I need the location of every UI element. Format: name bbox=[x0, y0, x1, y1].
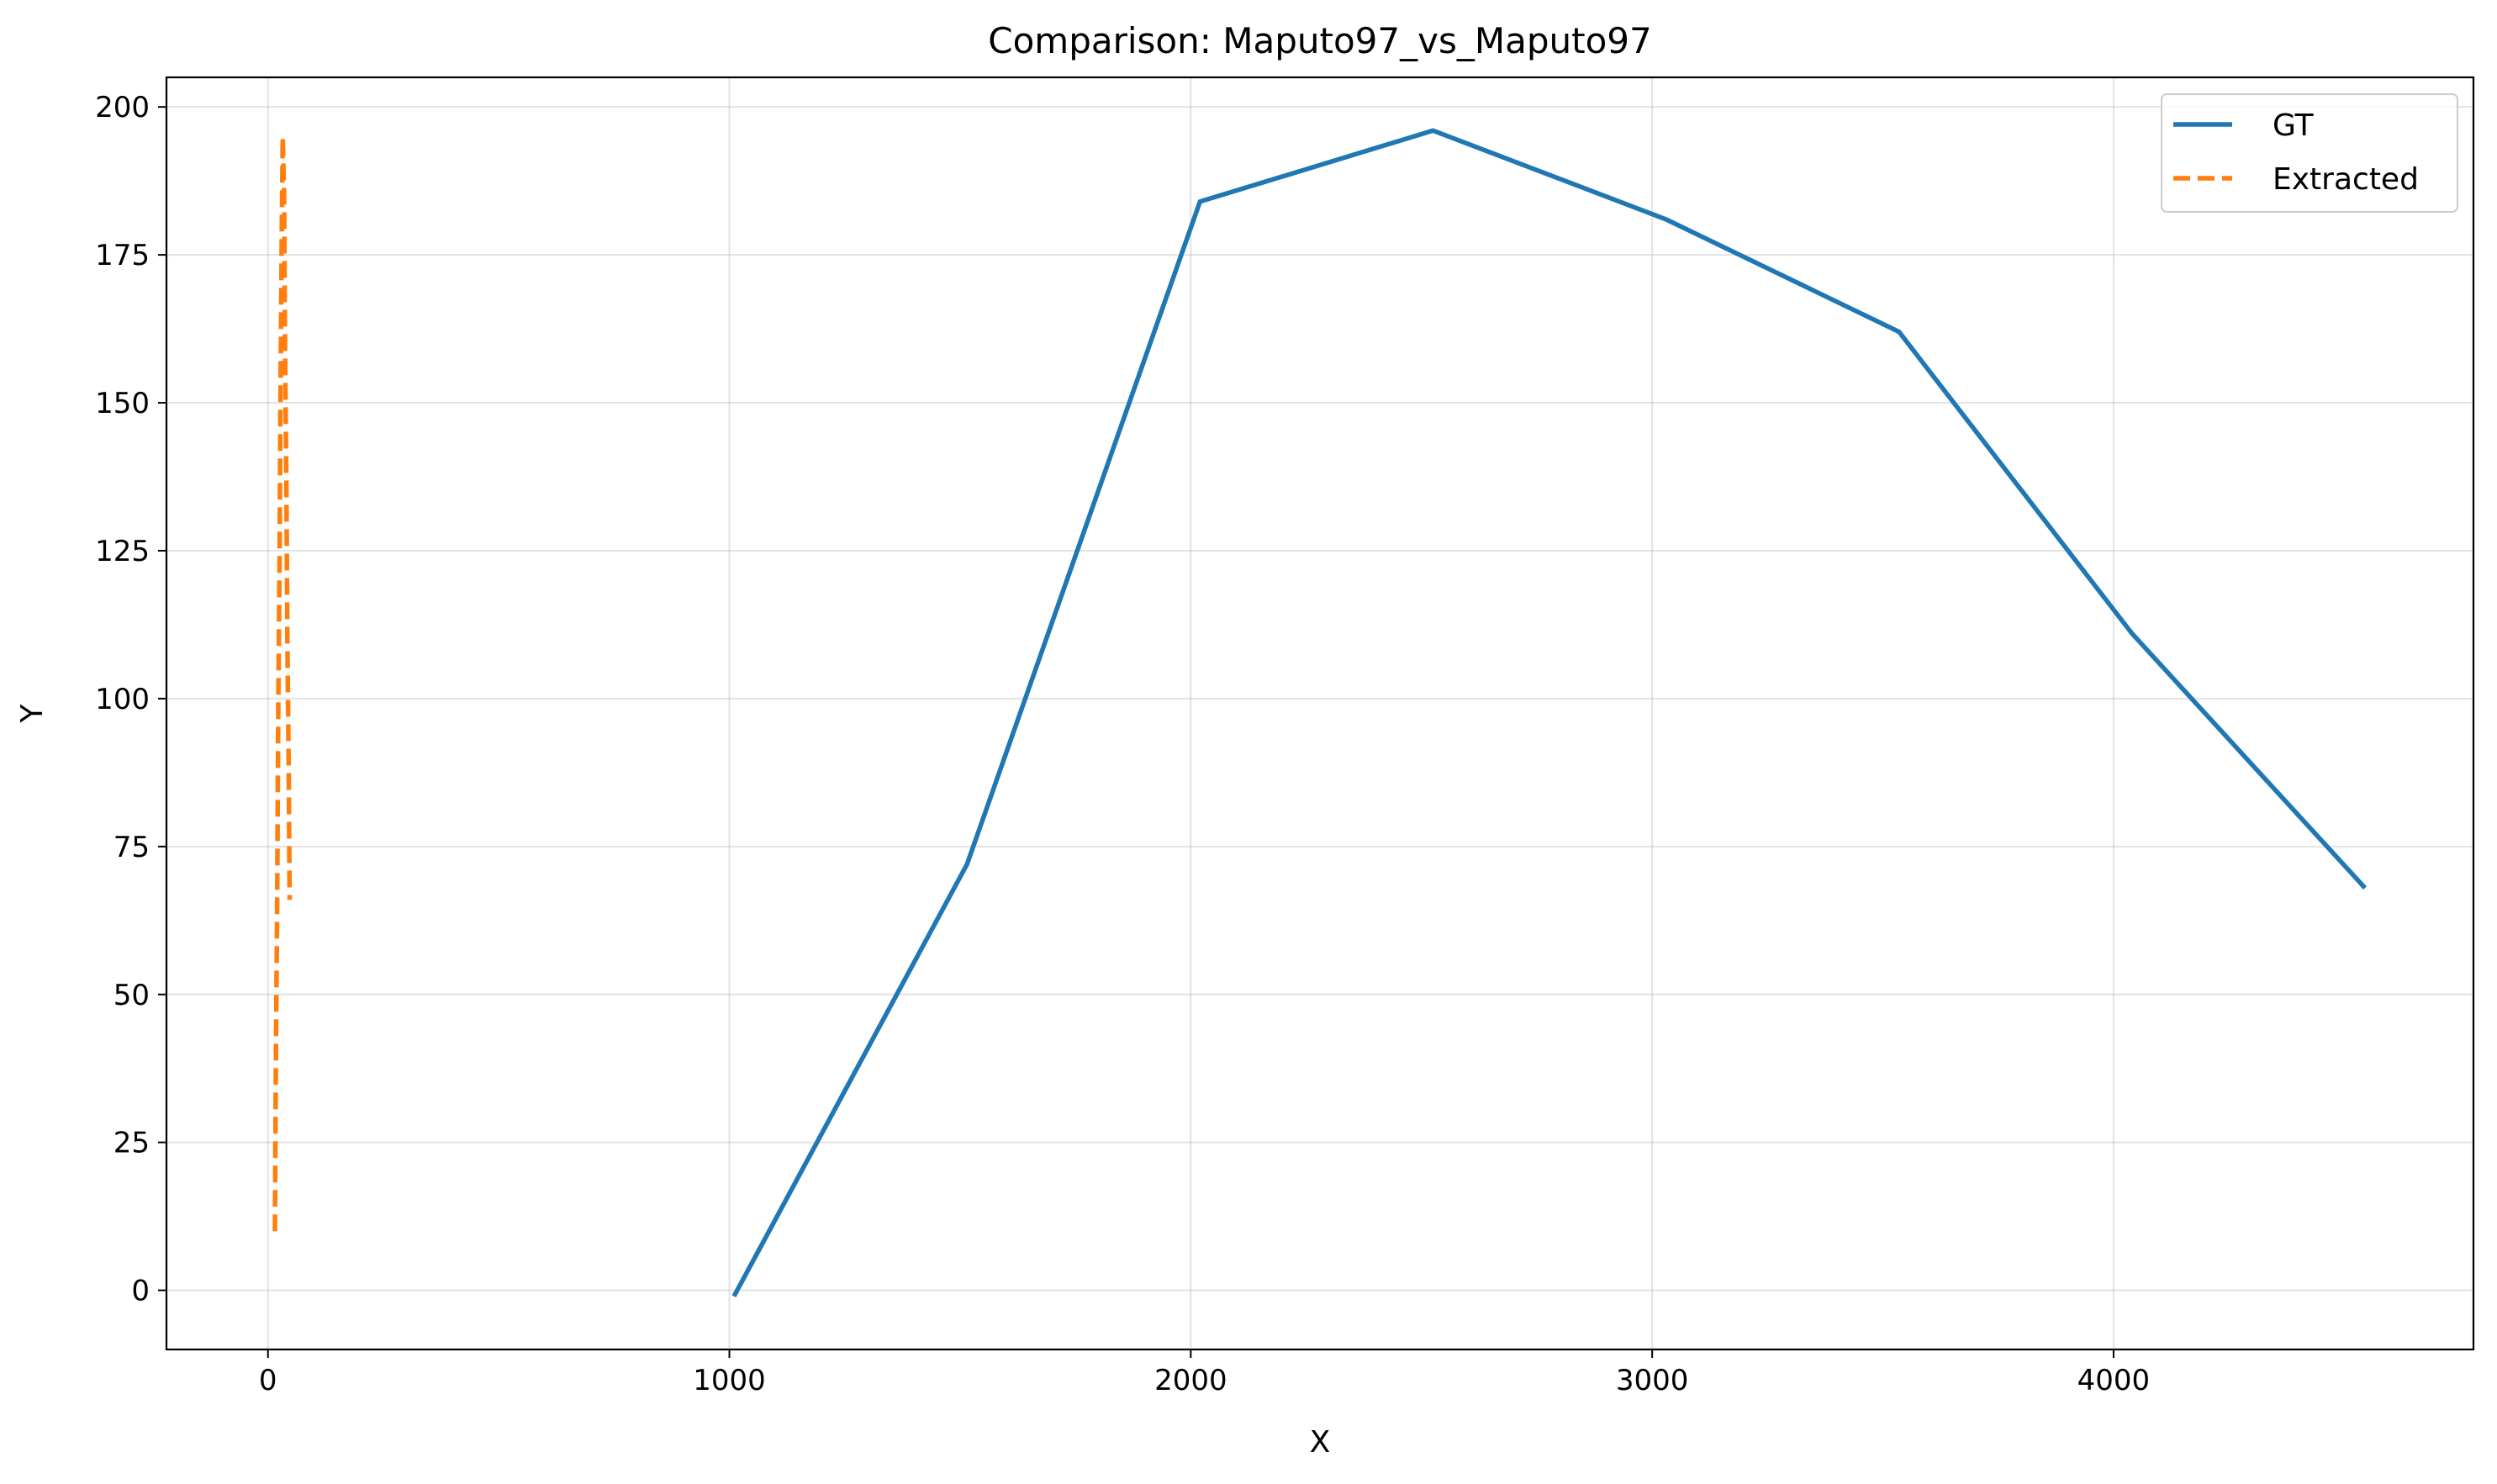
x-tick-label: 2000 bbox=[1154, 1364, 1227, 1397]
y-tick-label: 175 bbox=[95, 239, 150, 272]
x-tick-label: 1000 bbox=[693, 1364, 766, 1397]
legend: GT Extracted bbox=[2161, 93, 2458, 213]
x-axis-label: X bbox=[1310, 1425, 1331, 1460]
legend-label-gt: GT bbox=[2273, 108, 2315, 143]
x-tick-label: 4000 bbox=[2077, 1364, 2151, 1397]
y-tick-label: 200 bbox=[95, 91, 150, 124]
series-line-extracted bbox=[272, 134, 293, 1232]
plot-frame bbox=[165, 76, 2475, 1351]
y-tick-label: 75 bbox=[114, 831, 150, 864]
y-tick-label: 150 bbox=[95, 387, 150, 420]
series-layer bbox=[272, 128, 2368, 1298]
legend-label-extracted: Extracted bbox=[2273, 162, 2419, 197]
y-tick-label: 100 bbox=[95, 683, 150, 716]
x-tick-label: 3000 bbox=[1616, 1364, 1689, 1397]
series-line-gt bbox=[731, 128, 2368, 1298]
legend-box bbox=[2161, 93, 2458, 213]
y-tick-label: 0 bbox=[131, 1275, 150, 1308]
x-tick-label: 0 bbox=[259, 1364, 277, 1397]
ticks: 0 1000 2000 3000 4000 0 25 50 75 100 125 150 175 200 bbox=[95, 91, 2150, 1397]
y-axis-label: Y bbox=[15, 704, 50, 724]
y-tick-label: 125 bbox=[95, 535, 150, 568]
chart-title: Comparison: Maputo97_vs_Maputo97 bbox=[988, 20, 1651, 61]
y-tick-label: 25 bbox=[114, 1127, 150, 1160]
y-tick-label: 50 bbox=[114, 979, 150, 1012]
grid bbox=[166, 77, 2473, 1349]
